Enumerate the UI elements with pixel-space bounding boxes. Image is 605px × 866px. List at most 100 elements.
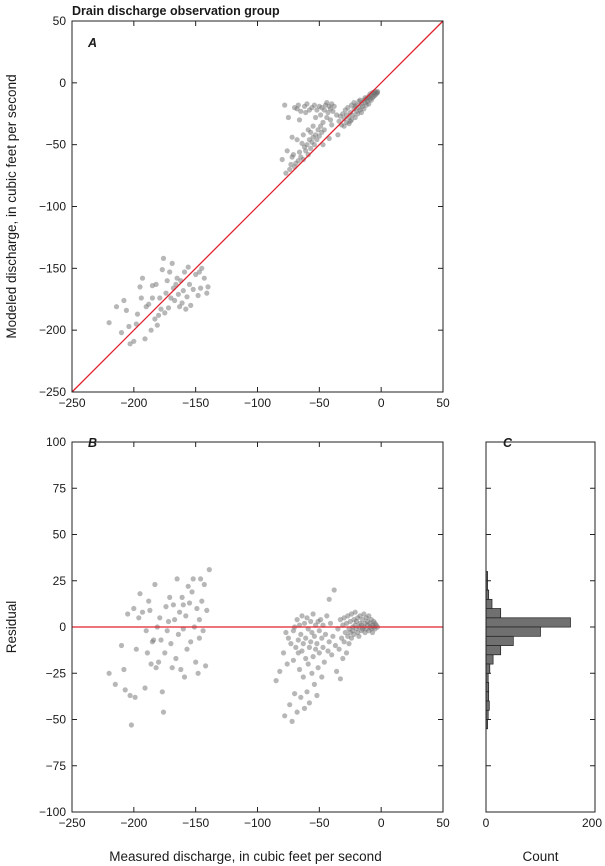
panel-a-point — [347, 118, 353, 124]
panel-a-point — [361, 106, 367, 112]
panel-b-point — [280, 650, 287, 656]
panel-a-point — [175, 291, 181, 297]
panel-a-point — [131, 338, 137, 344]
panel-b-point — [156, 659, 162, 665]
panel-c-histogram-bar — [485, 654, 494, 665]
panel-a-point — [305, 152, 311, 158]
panel-b-point — [325, 648, 331, 654]
panel-a-point — [118, 330, 125, 336]
panel-a-point — [142, 336, 148, 342]
panel-a-y-tick-label: −150 — [39, 261, 66, 275]
panel-b-point — [170, 602, 176, 608]
panel-b-point — [305, 661, 311, 667]
panel-b-point — [181, 674, 188, 680]
panel-b-point — [199, 598, 205, 604]
panel-b-point — [299, 613, 305, 619]
panel-b-point — [285, 635, 291, 641]
panel-b-point — [125, 611, 131, 617]
panel-b-point — [183, 613, 189, 619]
panel-a-point — [341, 123, 347, 129]
panel-b-point — [326, 596, 332, 602]
panel-b-x-tick-label: −200 — [120, 816, 147, 830]
panel-a-point — [294, 137, 300, 143]
panel-a-point — [296, 117, 303, 123]
panel-b-point — [315, 665, 321, 671]
panel-a-point — [321, 107, 327, 113]
panel-a-x-tick-label: −200 — [120, 396, 147, 410]
panel-b-point — [143, 628, 149, 634]
panel-b-point — [186, 600, 193, 606]
panel-a-point — [159, 267, 165, 273]
panel-c-histogram-bar — [485, 645, 502, 656]
panel-b-point — [326, 639, 332, 645]
panel-a-point — [284, 148, 290, 154]
panel-a-point — [295, 102, 301, 108]
panel-b-point — [296, 666, 303, 673]
panel-c-letter: C — [503, 436, 513, 450]
panel-b-point — [348, 635, 355, 641]
panel-a-points — [106, 88, 381, 347]
panel-a-point — [287, 166, 293, 172]
panel-b-point — [174, 576, 180, 582]
panel-b-point — [319, 635, 325, 641]
panel-a-point — [205, 284, 211, 290]
panel-a-point — [358, 109, 364, 116]
panel-a-one-to-one-line — [71, 20, 444, 393]
panel-b-y-tick-label: 100 — [46, 435, 66, 449]
panel-b-point — [295, 637, 301, 643]
panel-a-point — [315, 127, 321, 133]
panel-b-point — [167, 594, 173, 601]
panel-a-point — [320, 119, 326, 125]
panel-b-y-axis-label: Residual — [4, 601, 19, 654]
panel-a-point — [188, 302, 194, 308]
panel-b-point — [316, 650, 322, 656]
panel-b-x-tick-label: −50 — [309, 816, 330, 830]
panel-a-point — [184, 294, 190, 300]
panel-a-point — [369, 95, 376, 101]
panel-a-point — [325, 109, 331, 116]
panel-a-point — [174, 275, 180, 281]
panel-a-point — [334, 112, 340, 118]
panel-b-point — [282, 713, 288, 719]
panel-b-y-tick-label: 25 — [53, 574, 67, 588]
panel-b-point — [303, 635, 309, 641]
panel-a-point — [133, 321, 139, 327]
panel-b-point — [301, 705, 308, 712]
panel-b-point — [188, 639, 194, 645]
panel-b-point — [147, 607, 153, 614]
panel-b-point — [308, 639, 314, 645]
panel-a-point — [324, 114, 330, 121]
panel-a-point — [298, 108, 304, 114]
panel-a-point — [168, 295, 174, 301]
panel-b-point — [331, 587, 337, 593]
panel-b-point — [177, 609, 183, 615]
panel-b-point — [314, 692, 320, 699]
panel-a-point — [308, 145, 314, 151]
panel-b-point — [146, 598, 152, 604]
panel-b-point — [165, 618, 172, 625]
panel-a-point — [299, 140, 305, 146]
panel-b-point — [139, 609, 146, 615]
panel-a-point — [106, 320, 112, 326]
panel-b-point — [128, 722, 134, 728]
panel-a-point — [304, 142, 310, 148]
panel-b-y-tick-label: 50 — [53, 528, 67, 542]
panel-b-y-tick-label: 75 — [53, 481, 67, 495]
panel-a-point — [303, 109, 309, 116]
panel-a-y-tick-label: −200 — [39, 323, 66, 337]
panel-b-point — [160, 709, 167, 715]
panel-b-point — [163, 604, 169, 610]
panel-b-y-tick-label: −100 — [39, 805, 66, 819]
panel-b-point — [189, 589, 195, 595]
x-axis-label: Measured discharge, in cubic feet per se… — [109, 849, 381, 864]
panel-b-point — [159, 689, 165, 695]
panel-a-point — [204, 290, 210, 296]
panel-a-point — [331, 103, 337, 109]
panel-a-letter: A — [87, 36, 97, 50]
figure-title: Drain discharge observation group — [72, 4, 280, 18]
panel-b-point — [180, 602, 186, 608]
panel-a-point — [149, 295, 155, 301]
panel-a-point — [126, 323, 132, 330]
panel-b-point — [178, 666, 184, 673]
